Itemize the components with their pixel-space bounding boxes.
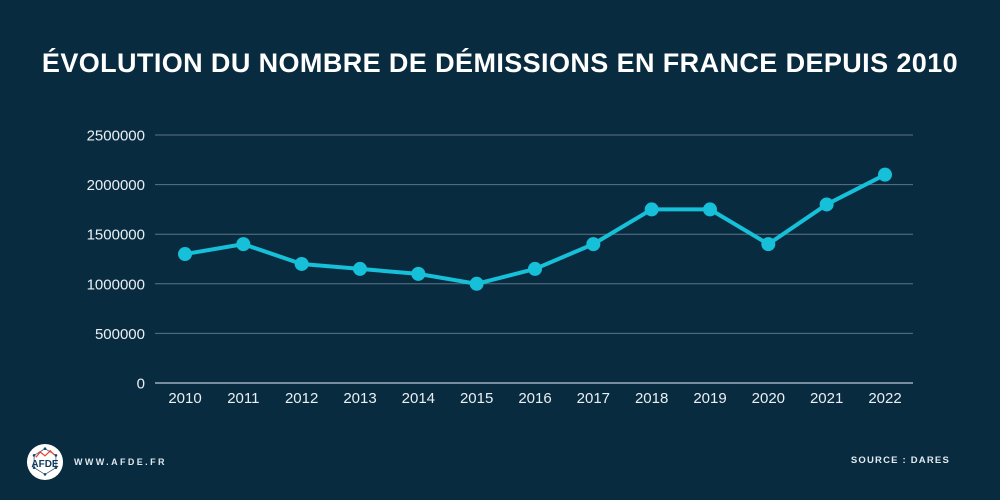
x-tick-label: 2019: [693, 390, 726, 407]
x-tick-label: 2020: [752, 390, 785, 407]
x-tick-label: 2012: [285, 390, 318, 407]
data-point-2021: [819, 197, 834, 212]
logo-circle: [26, 443, 64, 481]
data-point-2016: [528, 261, 542, 276]
x-tick-label: 2010: [168, 390, 201, 407]
data-point-2015: [469, 276, 484, 291]
data-point-2018: [644, 202, 659, 217]
y-tick-label: 0: [137, 376, 145, 393]
logo-text: AFDE: [31, 459, 58, 470]
data-point-2010: [178, 247, 192, 262]
x-tick-label: 2011: [227, 390, 259, 407]
x-tick-label: 2014: [402, 390, 435, 407]
logo-chart-dot: [49, 450, 52, 453]
x-tick-label: 2015: [460, 390, 493, 407]
y-tick-label: 2000000: [87, 177, 145, 194]
website-url: WWW.AFDE.FR: [74, 457, 167, 467]
data-point-2013: [353, 261, 367, 276]
line-chart: 0 500000 1000000 1500000 2000000 2500000 2010 2…: [87, 128, 913, 407]
molecule-nodes: [32, 447, 58, 476]
x-tick-label: 2017: [577, 390, 610, 407]
data-point-2022: [878, 167, 892, 182]
y-tick-label: 500000: [95, 326, 145, 343]
data-point-2020: [761, 237, 776, 252]
y-tick-label: 1000000: [87, 276, 145, 293]
data-point-2012: [294, 256, 309, 271]
x-tick-label: 2016: [518, 390, 551, 407]
x-tick-label: 2013: [343, 390, 376, 407]
page-title: ÉVOLUTION DU NOMBRE DE DÉMISSIONS EN FRA…: [41, 48, 959, 78]
data-point-2014: [411, 266, 426, 281]
x-tick-label: 2018: [635, 390, 668, 407]
afde-logo: AFDE: [26, 443, 64, 481]
x-tick-label: 2022: [868, 390, 901, 407]
data-point-2017: [586, 237, 601, 252]
source-credit: SOURCE : DARES: [850, 455, 950, 466]
logo-chart-line-icon: [35, 450, 55, 458]
y-tick-label: 2500000: [87, 128, 145, 145]
x-tick-label: 2021: [810, 390, 843, 407]
footer-branding: AFDE WWW.AFDE.FR: [26, 443, 167, 481]
data-point-2011: [236, 237, 251, 252]
y-tick-label: 1500000: [87, 227, 145, 244]
logo-chart-dot: [39, 450, 42, 454]
data-point-2019: [703, 202, 717, 217]
